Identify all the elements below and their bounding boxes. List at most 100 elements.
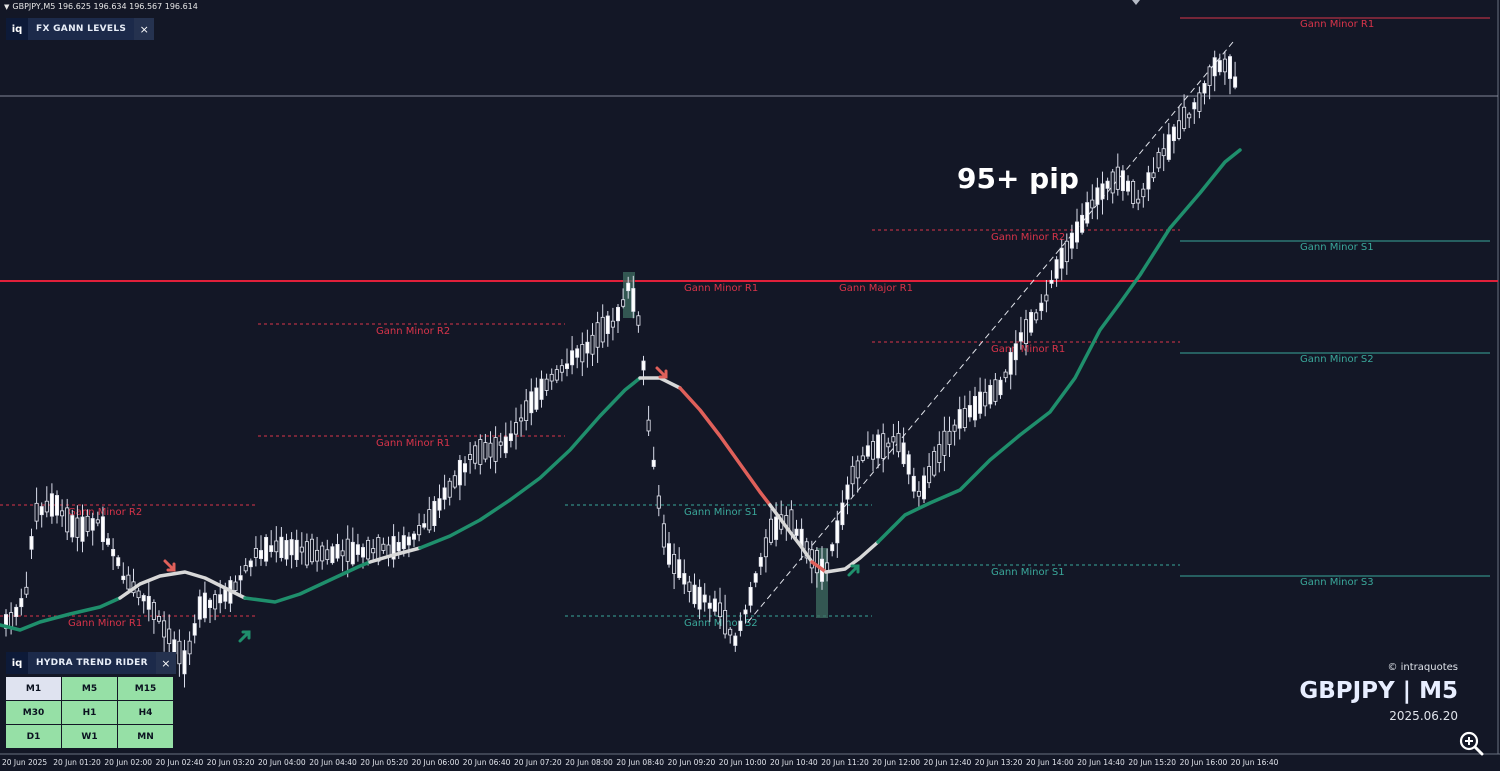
candle-body [304, 541, 309, 566]
timeframe-m30-button[interactable]: M30 [6, 701, 61, 724]
candle-body [769, 518, 774, 543]
candle-body [1141, 188, 1146, 198]
timeframe-m1-button[interactable]: M1 [6, 677, 61, 700]
dropdown-icon[interactable]: ▼ [4, 3, 10, 11]
candle-body [1182, 106, 1187, 129]
candle-body [401, 535, 406, 550]
zoom-icon[interactable] [1458, 730, 1484, 756]
panel-title: FX GANN LEVELS [36, 24, 127, 34]
candle-body [692, 584, 697, 605]
arrow-up-icon [847, 564, 860, 577]
candle-body [922, 475, 927, 500]
candle-body [758, 556, 763, 567]
candle-body [1115, 166, 1120, 190]
candle-body [447, 480, 452, 498]
candle-body [294, 539, 299, 561]
candle-body [391, 536, 396, 560]
candle-body [381, 543, 386, 551]
trend-rider-up-segment [243, 560, 372, 604]
candle-body [493, 437, 498, 462]
candle-body [733, 635, 738, 646]
gann-level-label: Gann Minor R1 [68, 618, 142, 629]
gann-level-label: Gann Minor R1 [1300, 19, 1374, 30]
timeframe-h1-button[interactable]: H1 [62, 701, 117, 724]
candle-body [743, 609, 748, 615]
candle-body [1034, 312, 1039, 321]
candle-body [1069, 232, 1074, 249]
candle-body [886, 442, 891, 448]
candle-body [881, 433, 886, 459]
gann-level-label: Gann Minor S1 [991, 567, 1065, 578]
time-axis-label: 20 Jun 05:20 [360, 758, 408, 767]
candle-body [432, 500, 437, 527]
candle-body [927, 466, 932, 484]
candle-body [1166, 134, 1171, 160]
candle-body [906, 454, 911, 475]
candle-body [116, 557, 121, 567]
candle-body [1136, 198, 1141, 204]
candle-body [1044, 294, 1049, 302]
candle-body [437, 498, 442, 511]
time-axis-label: 20 Jun 07:20 [514, 758, 562, 767]
candle-body [473, 445, 478, 464]
candle-body [656, 495, 661, 509]
timeframe-m15-button[interactable]: M15 [118, 677, 173, 700]
timeframe-m5-button[interactable]: M5 [62, 677, 117, 700]
time-axis-label: 20 Jun 09:20 [668, 758, 716, 767]
time-axis-label: 20 Jun 16:00 [1180, 758, 1228, 767]
candle-body [1075, 221, 1080, 243]
candle-body [345, 538, 350, 562]
candle-body [95, 519, 100, 524]
candle-body [65, 507, 70, 533]
candle-body [39, 506, 44, 516]
trend-rider-up-segment [876, 148, 1242, 544]
candle-body [621, 299, 626, 307]
candle-body [1207, 66, 1212, 86]
candle-body [514, 422, 519, 435]
candle-body [636, 315, 641, 326]
time-axis-label: 20 Jun 08:00 [565, 758, 613, 767]
candle-body [753, 573, 758, 583]
candle-body [677, 559, 682, 579]
candle-body [682, 573, 687, 585]
candle-body [1095, 187, 1100, 205]
candle-body [1064, 240, 1069, 263]
candle-body [1131, 181, 1136, 204]
candle-body [309, 538, 314, 563]
candle-body [1085, 202, 1090, 224]
candle-body [590, 334, 595, 355]
timeframe-mn-button[interactable]: MN [118, 725, 173, 748]
candle-body [825, 562, 830, 572]
close-icon[interactable]: × [155, 652, 176, 674]
hydra-trend-rider-panel[interactable]: iq HYDRA TREND RIDER × [6, 652, 176, 674]
close-icon[interactable]: × [134, 18, 155, 40]
time-axis-label: 20 Jun 04:00 [258, 758, 306, 767]
candle-body [279, 536, 284, 559]
timeframe-d1-button[interactable]: D1 [6, 725, 61, 748]
candle-body [626, 282, 631, 292]
candle-body [1177, 120, 1182, 139]
candle-body [1228, 56, 1233, 79]
candle-body [1008, 352, 1013, 375]
candle-body [993, 379, 998, 402]
candle-body [264, 536, 269, 562]
timeframe-h4-button[interactable]: H4 [118, 701, 173, 724]
candle-body [253, 548, 258, 558]
timeframe-w1-button[interactable]: W1 [62, 725, 117, 748]
chart-shift-marker[interactable] [1132, 0, 1140, 5]
candle-body [610, 320, 615, 328]
fx-gann-levels-panel[interactable]: iq FX GANN LEVELS × [6, 18, 155, 40]
candle-body [49, 493, 54, 517]
pip-annotation: 95+ pip [957, 162, 1079, 195]
candle-body [952, 424, 957, 432]
candle-body [896, 433, 901, 453]
candle-body [427, 509, 432, 531]
candle-body [1090, 199, 1095, 209]
gann-level-label: Gann Minor R2 [376, 326, 450, 337]
time-axis-label: 20 Jun 10:00 [719, 758, 767, 767]
candle-body [182, 650, 187, 675]
candle-body [187, 640, 192, 655]
candle-body [457, 459, 462, 486]
candle-body [320, 545, 325, 562]
